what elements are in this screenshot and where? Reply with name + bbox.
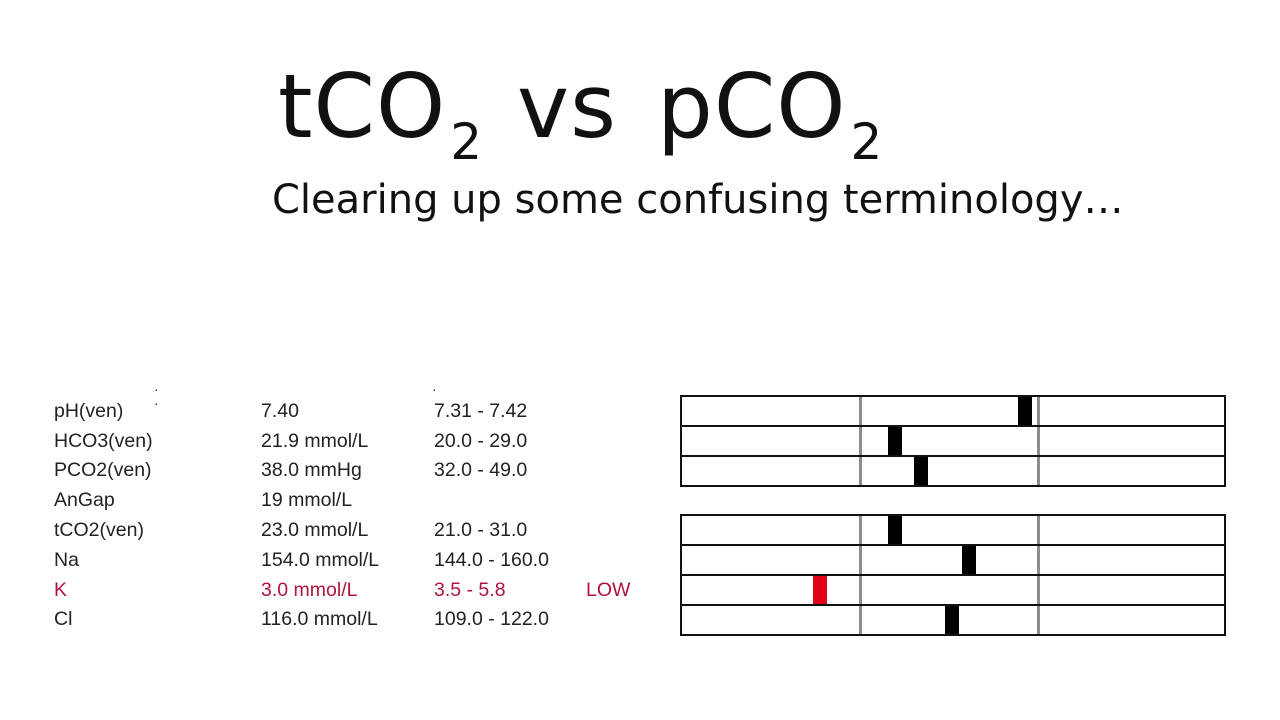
lab-range: 3.5 - 5.8 <box>434 579 506 601</box>
value-marker <box>914 457 929 485</box>
page-title: tCO2 vs pCO2 <box>278 52 883 175</box>
lab-value: 19 mmol/L <box>261 489 353 511</box>
range-gauge-hco3 <box>682 427 1224 457</box>
range-high-line <box>1037 606 1040 634</box>
lab-value: 116.0 mmol/L <box>261 608 378 630</box>
lab-value: 3.0 mmol/L <box>261 579 358 601</box>
lab-value: 38.0 mmHg <box>261 459 362 481</box>
value-marker <box>887 516 902 544</box>
range-high-line <box>1037 397 1040 425</box>
range-low-line <box>859 546 862 574</box>
lab-value: 7.40 <box>261 400 299 422</box>
range-gauge-cl <box>682 606 1224 634</box>
lab-name: pH(ven) <box>54 400 124 422</box>
lab-row-ph: pH(ven) 7.40 7.31 - 7.42 <box>54 396 654 426</box>
lab-name: AnGap <box>54 489 115 511</box>
lab-row-hco3: HCO3(ven) 21.9 mmol/L 20.0 - 29.0 <box>54 426 654 456</box>
range-high-line <box>1037 516 1040 544</box>
title-tco: tCO <box>278 55 447 158</box>
lab-row-pco2: PCO2(ven) 38.0 mmHg 32.0 - 49.0 <box>54 455 654 485</box>
lab-name: HCO3(ven) <box>54 430 153 452</box>
lab-range: 21.0 - 31.0 <box>434 519 528 541</box>
lab-row-na: Na 154.0 mmol/L 144.0 - 160.0 <box>54 545 654 575</box>
range-low-line <box>859 397 862 425</box>
range-low-line <box>859 606 862 634</box>
title-vs: vs <box>517 55 617 158</box>
lab-value: 23.0 mmol/L <box>261 519 369 541</box>
lab-name: K <box>54 579 68 601</box>
cropped-text-mark: · · <box>154 381 159 411</box>
lab-range: 7.31 - 7.42 <box>434 400 528 422</box>
lab-value: 21.9 mmol/L <box>261 430 369 452</box>
range-high-line <box>1037 576 1040 604</box>
lab-row-angap: AnGap 19 mmol/L <box>54 485 654 515</box>
range-low-line <box>859 457 862 485</box>
lab-value: 154.0 mmol/L <box>261 549 380 571</box>
lab-name: Na <box>54 549 79 571</box>
range-gauge-ph <box>682 397 1224 427</box>
title-tco-subscript: 2 <box>450 113 484 171</box>
lab-name: tCO2(ven) <box>54 519 144 541</box>
range-high-line <box>1037 546 1040 574</box>
value-marker <box>887 427 902 455</box>
lab-row-tco2: tCO2(ven) 23.0 mmol/L 21.0 - 31.0 <box>54 515 654 545</box>
lab-row-k: K 3.0 mmol/L 3.5 - 5.8 LOW <box>54 575 654 605</box>
low-flag: LOW <box>586 579 631 601</box>
range-low-line <box>859 516 862 544</box>
title-pco: pCO <box>656 55 847 158</box>
value-marker <box>944 606 959 634</box>
range-gauge-group-electrolytes <box>680 514 1226 636</box>
range-high-line <box>1037 457 1040 485</box>
value-marker <box>962 546 977 574</box>
lab-range: 32.0 - 49.0 <box>434 459 528 481</box>
lab-range: 20.0 - 29.0 <box>434 430 528 452</box>
lab-range: 144.0 - 160.0 <box>434 549 549 571</box>
range-gauge-na <box>682 546 1224 576</box>
range-gauge-pco2 <box>682 457 1224 485</box>
range-gauge-group-blood-gas <box>680 395 1226 487</box>
value-marker-low <box>812 576 827 604</box>
lab-range: 109.0 - 122.0 <box>434 608 549 630</box>
lab-name: Cl <box>54 608 73 630</box>
range-gauge-tco2 <box>682 516 1224 546</box>
range-low-line <box>859 576 862 604</box>
title-pco-subscript: 2 <box>850 113 884 171</box>
lab-name: PCO2(ven) <box>54 459 152 481</box>
lab-row-cl: Cl 116.0 mmol/L 109.0 - 122.0 <box>54 604 654 634</box>
value-marker <box>1017 397 1032 425</box>
range-low-line <box>859 427 862 455</box>
page-subtitle: Clearing up some confusing terminology… <box>272 177 1124 223</box>
cropped-text-mark: · <box>432 381 437 397</box>
range-gauge-k <box>682 576 1224 606</box>
range-high-line <box>1037 427 1040 455</box>
